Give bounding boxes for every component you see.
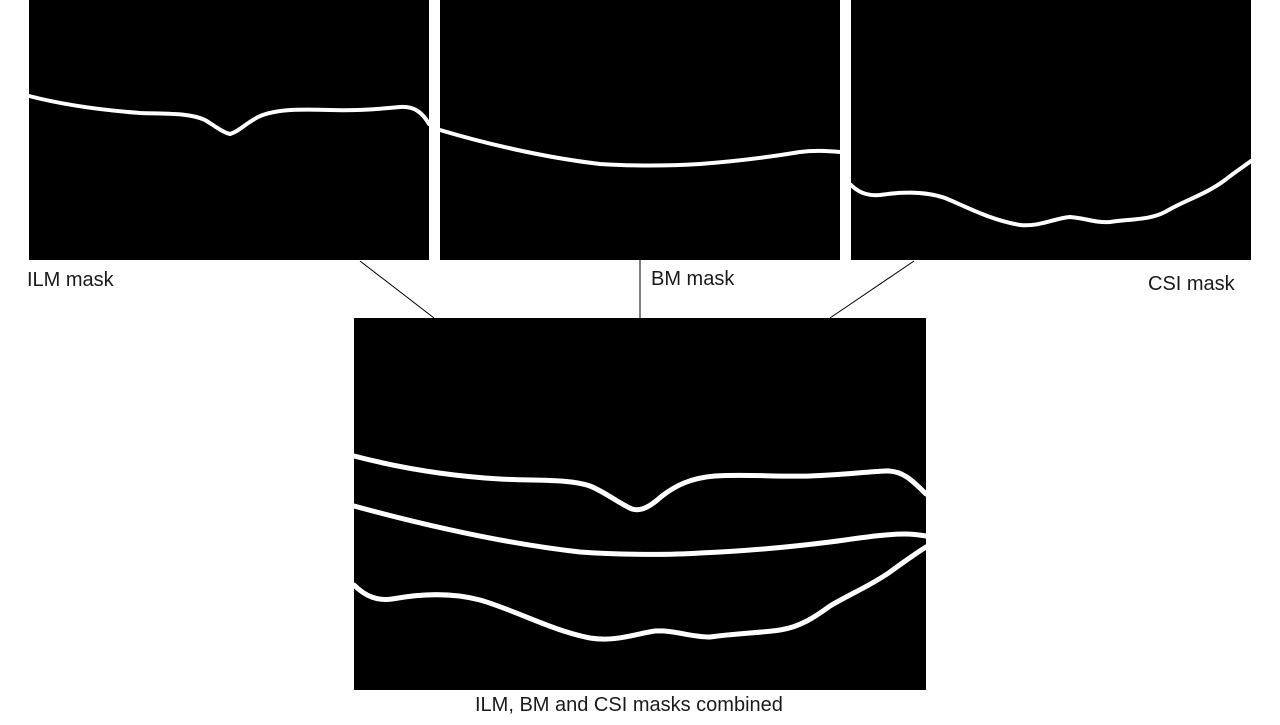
connector-csi xyxy=(829,260,915,319)
ilm-mask-caption: ILM mask xyxy=(27,269,114,291)
csi-mask-caption: CSI mask xyxy=(1148,273,1235,295)
bm-mask-panel xyxy=(438,0,842,260)
combined-mask-caption: ILM, BM and CSI masks combined xyxy=(475,694,783,716)
ilm-curve xyxy=(27,94,431,137)
csi-mask-panel xyxy=(849,0,1253,260)
combined-mask-panel xyxy=(351,318,929,690)
combined-ilm-curve xyxy=(351,453,929,513)
bm-mask-caption: BM mask xyxy=(651,268,735,290)
combined-csi-curve xyxy=(351,544,929,642)
bm-curve xyxy=(438,128,842,168)
csi-curve xyxy=(849,159,1253,228)
combined-bm-curve xyxy=(351,503,929,557)
ilm-mask-panel xyxy=(27,0,431,260)
connector-ilm xyxy=(359,260,435,319)
